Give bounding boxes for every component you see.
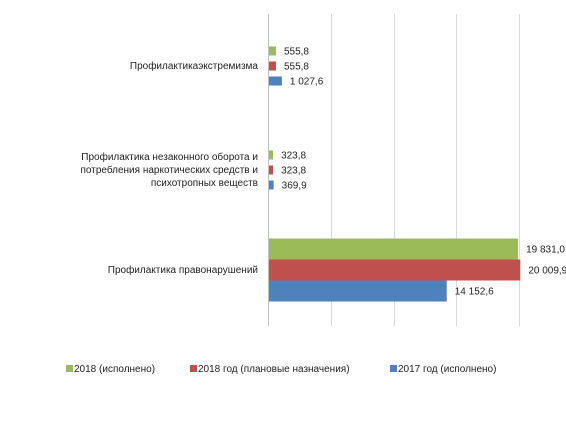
data-label: 323,8 bbox=[281, 151, 306, 162]
legend: 2018 (исполнено) 2018 год (плановые назна… bbox=[66, 364, 496, 375]
data-label: 19 831,0 bbox=[526, 245, 565, 256]
bar bbox=[269, 61, 276, 71]
bar bbox=[269, 46, 276, 56]
bar bbox=[269, 180, 274, 190]
data-label: 555,8 bbox=[284, 47, 309, 58]
legend-label: 2017 год (исполнено) bbox=[398, 364, 496, 375]
legend-swatch bbox=[390, 365, 397, 372]
data-labels: 555,8 555,8 1 027,6 323,8 323,8 369,9 19 831,0… bbox=[281, 47, 566, 298]
category-label: Профилактика правонарушений bbox=[108, 264, 258, 276]
category-label-line: Профилактикаэкстремизма bbox=[130, 60, 259, 72]
data-label: 323,8 bbox=[281, 166, 306, 177]
category-label-line: Профилактика правонарушений bbox=[108, 264, 258, 276]
legend-swatch bbox=[66, 365, 73, 372]
bar bbox=[269, 76, 282, 86]
legend-label: 2018 год (плановые назначения) bbox=[198, 364, 350, 375]
data-label: 14 152,6 bbox=[455, 287, 494, 298]
legend-label: 2018 (исполнено) bbox=[74, 364, 155, 375]
category-label-line: потребления наркотических средств и bbox=[81, 164, 258, 176]
data-label: 369,9 bbox=[282, 181, 307, 192]
data-label: 555,8 bbox=[284, 62, 309, 73]
data-label: 20 009,9 bbox=[528, 266, 566, 277]
bar bbox=[269, 165, 274, 175]
bar bbox=[269, 238, 519, 260]
data-label: 1 027,6 bbox=[290, 77, 324, 88]
category-label: Профилактикаэкстремизма bbox=[130, 60, 259, 72]
category-label-line: психотропных веществ bbox=[151, 178, 258, 189]
legend-swatch bbox=[190, 365, 197, 372]
bars bbox=[269, 46, 521, 302]
category-labels: Профилактикаэкстремизма Профилактика неза… bbox=[81, 60, 259, 276]
bar bbox=[269, 150, 274, 160]
bar bbox=[269, 280, 447, 302]
bar bbox=[269, 259, 521, 281]
category-label: Профилактика незаконного оборота и потреб… bbox=[81, 151, 258, 189]
category-label-line: Профилактика незаконного оборота и bbox=[81, 151, 258, 163]
